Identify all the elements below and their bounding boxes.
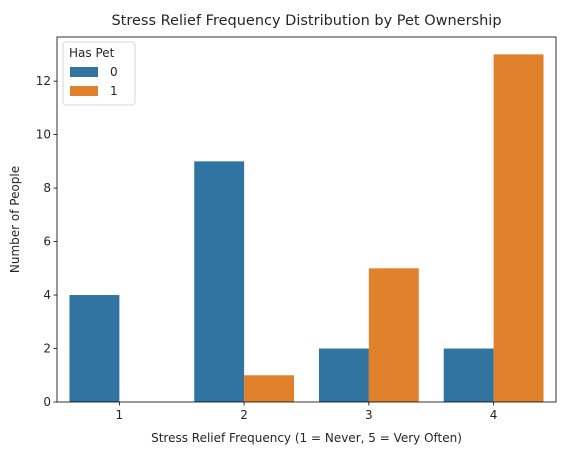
legend: Has Pet 0 1 xyxy=(62,41,136,106)
y-axis-title: Number of People xyxy=(8,166,22,273)
x-tick-label: 4 xyxy=(490,408,498,422)
bar-series-1-cat-3 xyxy=(368,268,419,402)
y-tick-label: 10 xyxy=(36,128,51,142)
x-tick-label: 3 xyxy=(365,408,373,422)
y-tick-label: 4 xyxy=(43,288,51,302)
legend-label-0: 0 xyxy=(110,65,118,79)
legend-swatch-0 xyxy=(70,67,98,77)
bar-series-0-cat-1 xyxy=(69,295,120,402)
legend-swatch-1 xyxy=(70,86,98,96)
bars-group xyxy=(69,54,544,402)
plot-frame xyxy=(56,36,557,403)
x-tick-label: 1 xyxy=(116,408,124,422)
bar-series-1-cat-2 xyxy=(244,375,295,402)
y-tick-label: 8 xyxy=(43,181,51,195)
bar-series-1-cat-4 xyxy=(493,54,544,402)
bar-series-0-cat-3 xyxy=(318,348,369,402)
y-tick-label: 6 xyxy=(43,235,51,249)
chart-title: Stress Relief Frequency Distribution by … xyxy=(111,13,501,29)
y-tick-label: 2 xyxy=(43,342,51,356)
x-tick-label: 2 xyxy=(240,408,248,422)
legend-title: Has Pet xyxy=(69,46,115,60)
bar-series-0-cat-2 xyxy=(194,161,245,402)
y-tick-label: 0 xyxy=(43,395,51,409)
x-axis-title: Stress Relief Frequency (1 = Never, 5 = … xyxy=(151,431,462,445)
bar-series-0-cat-4 xyxy=(443,348,494,402)
legend-label-1: 1 xyxy=(110,84,118,98)
y-tick-label: 12 xyxy=(36,74,51,88)
